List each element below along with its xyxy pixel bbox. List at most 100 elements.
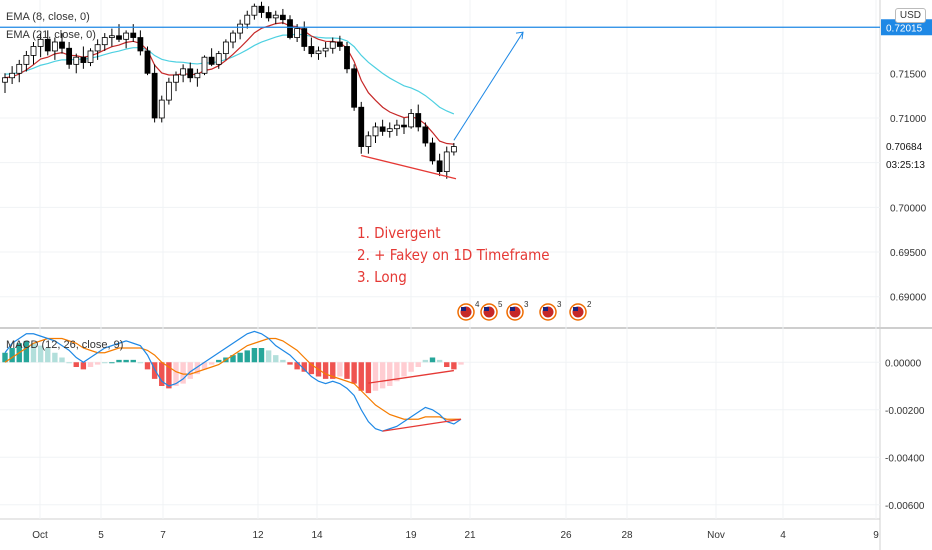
histogram-bar — [294, 362, 300, 370]
candle-body — [194, 72, 201, 79]
macd-tick-label: 0.00000 — [885, 358, 922, 369]
candle-body — [301, 28, 308, 47]
time-tick-label: 5 — [98, 530, 104, 541]
legend-ema21[interactable]: EMA (21, close, 0) — [6, 29, 96, 41]
currency-badge[interactable]: USD — [894, 8, 926, 23]
candle-body — [365, 135, 372, 147]
histogram-bar — [23, 340, 30, 363]
time-tick-label: Oct — [32, 530, 48, 541]
candle-body — [401, 124, 407, 128]
macd-tick-label: -0.00400 — [885, 453, 925, 464]
candle-body — [130, 32, 137, 38]
histogram-bar — [166, 362, 172, 389]
candle-body — [137, 37, 144, 52]
projection-arrow-line — [453, 31, 524, 141]
resistance-label: 0.72015 — [886, 23, 923, 34]
histogram-bar — [151, 362, 158, 379]
histogram-bar — [344, 362, 350, 379]
candle-body — [222, 41, 229, 55]
legend-macd[interactable]: MACD (12, 26, close, 9) — [6, 339, 124, 351]
candle-body — [144, 50, 151, 74]
time-tick-label: 14 — [311, 530, 323, 541]
candle-body — [165, 81, 172, 101]
histogram-bar — [280, 359, 286, 363]
time-tick-label: 26 — [560, 530, 572, 541]
histogram-divergence-line — [368, 369, 454, 384]
histogram-bar — [322, 362, 329, 379]
macd-tick-label: -0.00600 — [885, 501, 925, 512]
candle-body — [9, 72, 16, 79]
annotation-line-1: 1. Divergent — [357, 224, 441, 242]
candle-body — [151, 72, 158, 119]
histogram-bar — [429, 357, 436, 363]
histogram-bar — [123, 359, 129, 363]
legend-ema8[interactable]: EMA (8, close, 0) — [6, 11, 90, 23]
histogram-bar — [408, 362, 414, 372]
candle-body — [237, 23, 244, 34]
histogram-bar — [159, 362, 165, 386]
histogram-bar — [265, 350, 272, 363]
candle-body — [37, 38, 44, 47]
price-tick-label: 0.69500 — [890, 248, 927, 259]
event-icons[interactable]: 4 5 3 3 2 — [457, 300, 592, 321]
histogram-bar — [130, 359, 136, 363]
annotation-line-3: 3. Long — [357, 268, 407, 286]
candle-body — [123, 32, 130, 40]
countdown-label: 03:25:13 — [886, 160, 925, 171]
ema21-path — [4, 33, 455, 115]
candle-body — [308, 46, 315, 55]
macd-divergence-line — [382, 418, 462, 432]
candle-body — [379, 126, 386, 132]
price-tick-label: 0.70000 — [890, 203, 927, 214]
histogram-bar — [251, 348, 258, 363]
candle-body — [415, 113, 422, 128]
histogram-bar — [187, 362, 193, 379]
histogram-bar — [301, 362, 307, 372]
histogram-bar — [415, 362, 421, 367]
event-count-label: 5 — [498, 300, 503, 309]
candle-body — [422, 126, 429, 144]
candle-body — [158, 99, 165, 119]
price-tick-label: 0.71000 — [890, 114, 927, 125]
candle-body — [315, 50, 322, 55]
histogram-bar — [94, 362, 101, 365]
histogram-bar — [287, 362, 293, 365]
histogram-bar — [194, 362, 201, 375]
histogram-bar — [458, 362, 464, 365]
histogram-bar — [37, 345, 44, 363]
event-count-label: 2 — [587, 300, 592, 309]
candle-body — [329, 41, 336, 49]
candle-body — [436, 160, 443, 172]
candle-body — [344, 46, 350, 70]
histogram-bar — [401, 362, 407, 377]
time-tick-label: 9 — [873, 530, 879, 541]
candle-body — [287, 19, 293, 38]
candle-body — [59, 41, 65, 49]
candle-body — [173, 74, 179, 83]
macd-pane[interactable] — [0, 329, 880, 519]
time-tick-label: 28 — [621, 530, 633, 541]
histogram-bar — [394, 362, 400, 382]
candle-body — [66, 47, 73, 65]
candle-body — [429, 142, 436, 162]
histogram-bar — [173, 362, 179, 386]
time-tick-label: 19 — [405, 530, 417, 541]
histogram-bar — [330, 362, 336, 379]
histogram-bar — [244, 350, 250, 363]
histogram-bar — [237, 352, 243, 363]
histogram-bar — [372, 362, 379, 391]
histogram-bar — [451, 362, 457, 370]
price-tick-label: 0.71500 — [890, 69, 927, 80]
candle-body — [279, 14, 286, 21]
event-count-label: 3 — [524, 300, 529, 309]
candle-body — [108, 35, 115, 38]
time-tick-label: 7 — [160, 530, 166, 541]
signal-line — [4, 337, 461, 420]
histogram-bar — [351, 362, 357, 384]
candle-body — [201, 56, 208, 74]
histogram-bar — [379, 362, 386, 389]
candle-body — [265, 12, 272, 19]
current-price-label: 0.70684 — [886, 142, 923, 153]
time-tick-label: 4 — [780, 530, 786, 541]
